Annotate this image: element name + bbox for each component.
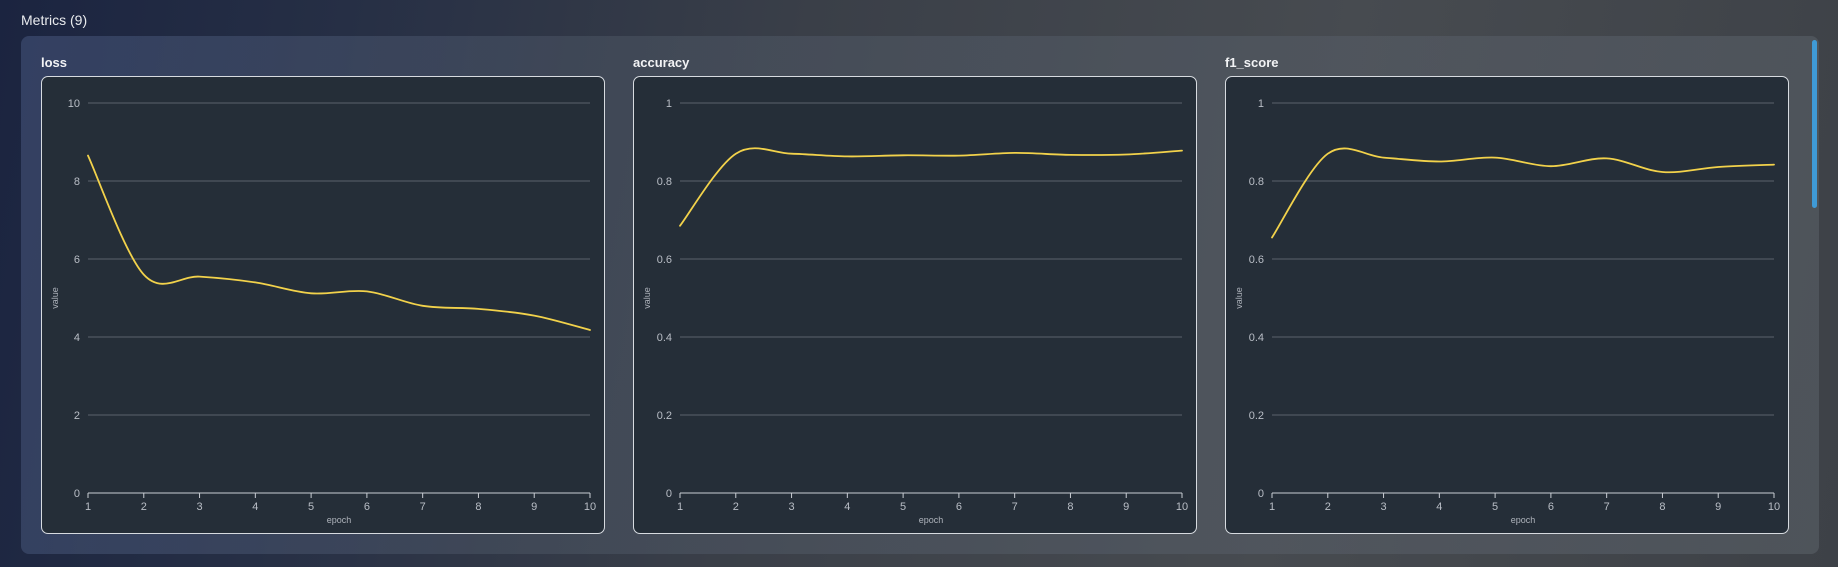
x-tick-label: 4 (252, 501, 258, 513)
x-tick-label: 1 (677, 501, 683, 513)
chart-title: accuracy (633, 55, 690, 70)
series-line (679, 147, 1183, 227)
x-tick-label: 10 (1768, 501, 1780, 513)
x-tick-label: 10 (1176, 501, 1188, 513)
x-axis-title: epoch (327, 515, 352, 525)
x-axis-title: epoch (919, 515, 944, 525)
y-tick-label: 2 (74, 410, 80, 422)
series-line (87, 154, 591, 331)
x-axis-title: epoch (1511, 515, 1536, 525)
x-tick-label: 6 (1548, 501, 1554, 513)
x-tick-label: 9 (1715, 501, 1721, 513)
x-tick-label: 1 (85, 501, 91, 513)
x-tick-label: 2 (1325, 501, 1331, 513)
chart-block-accuracy: accuracy 0 0.2 0.4 0.6 0.8 1 1 2 3 4 5 6 7 8 9 10 epoch v… (633, 55, 1197, 535)
x-tick-label: 5 (308, 501, 314, 513)
chart-title: f1_score (1225, 55, 1279, 70)
y-tick-label: 0.2 (1249, 410, 1264, 422)
x-tick-label: 5 (900, 501, 906, 513)
x-tick-label: 10 (584, 501, 596, 513)
chart-card[interactable]: 0 0.2 0.4 0.6 0.8 1 1 2 3 4 5 6 7 8 9 10 epoch value (1225, 76, 1789, 534)
line-chart-accuracy: 0 0.2 0.4 0.6 0.8 1 1 2 3 4 5 6 7 8 9 10 epoch value (642, 98, 1188, 525)
y-tick-label: 0.8 (657, 176, 672, 188)
y-tick-label: 0 (666, 488, 672, 500)
metrics-section-title: Metrics (9) (21, 12, 88, 28)
y-tick-label: 0 (1258, 488, 1264, 500)
x-tick-label: 3 (1380, 501, 1386, 513)
y-tick-label: 6 (74, 254, 80, 266)
y-axis-title: value (642, 287, 652, 309)
y-tick-label: 0.8 (1249, 176, 1264, 188)
chart-block-f1-score: f1_score 0 0.2 0.4 0.6 0.8 1 1 2 3 4 5 6 7 8 9 10 epoch v… (1225, 55, 1789, 535)
x-tick-label: 3 (788, 501, 794, 513)
x-tick-label: 7 (1604, 501, 1610, 513)
y-tick-label: 0.6 (657, 254, 672, 266)
y-tick-label: 1 (1258, 98, 1264, 110)
x-tick-label: 2 (733, 501, 739, 513)
x-tick-label: 6 (956, 501, 962, 513)
x-tick-label: 9 (531, 501, 537, 513)
x-tick-label: 2 (141, 501, 147, 513)
x-tick-label: 8 (1067, 501, 1073, 513)
y-tick-label: 1 (666, 98, 672, 110)
line-chart-f1-score: 0 0.2 0.4 0.6 0.8 1 1 2 3 4 5 6 7 8 9 10 epoch value (1234, 98, 1780, 525)
x-tick-label: 1 (1269, 501, 1275, 513)
y-tick-label: 10 (68, 98, 80, 110)
chart-card[interactable]: 0 0.2 0.4 0.6 0.8 1 1 2 3 4 5 6 7 8 9 10 epoch value (633, 76, 1197, 534)
scrollbar[interactable] (1812, 40, 1817, 208)
x-tick-label: 9 (1123, 501, 1129, 513)
x-tick-label: 7 (420, 501, 426, 513)
y-tick-label: 8 (74, 176, 80, 188)
x-tick-label: 8 (1659, 501, 1665, 513)
x-tick-label: 5 (1492, 501, 1498, 513)
chart-card[interactable]: 0 2 4 6 8 10 1 2 3 4 5 6 7 8 9 10 epoch value (41, 76, 605, 534)
y-tick-label: 0.4 (657, 332, 672, 344)
chart-block-loss: loss 0 2 4 6 8 10 1 2 3 4 5 6 7 8 9 10 epoch value (41, 55, 605, 535)
x-tick-label: 4 (844, 501, 850, 513)
y-tick-label: 0 (74, 488, 80, 500)
y-axis-title: value (50, 287, 60, 309)
y-tick-label: 0.6 (1249, 254, 1264, 266)
series-line (1271, 147, 1775, 239)
x-tick-label: 7 (1012, 501, 1018, 513)
y-tick-label: 0.4 (1249, 332, 1264, 344)
x-tick-label: 8 (475, 501, 481, 513)
y-tick-label: 0.2 (657, 410, 672, 422)
x-tick-label: 3 (196, 501, 202, 513)
y-tick-label: 4 (74, 332, 80, 344)
chart-title: loss (41, 55, 68, 70)
y-axis-title: value (1234, 287, 1244, 309)
x-tick-label: 4 (1436, 501, 1442, 513)
x-tick-label: 6 (364, 501, 370, 513)
